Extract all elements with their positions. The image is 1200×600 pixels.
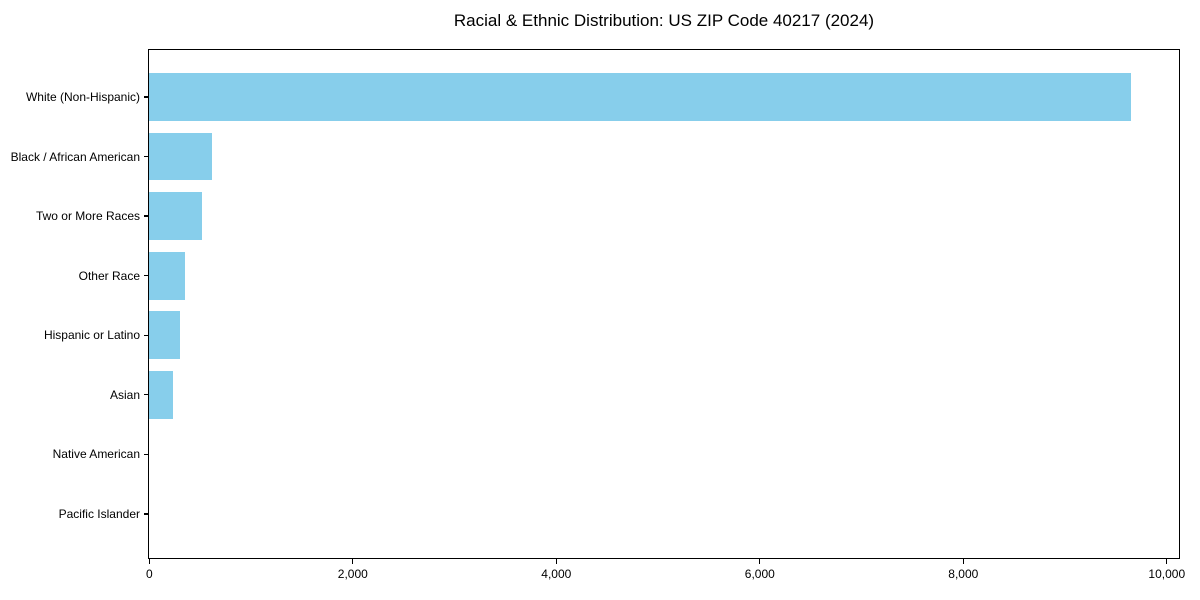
y-tick xyxy=(143,453,149,456)
x-tick-label: 10,000 xyxy=(1148,567,1186,581)
x-tick-label: 4,000 xyxy=(541,567,572,581)
bar xyxy=(149,132,213,181)
y-axis-label: Other Race xyxy=(78,268,140,283)
x-tick xyxy=(148,559,150,564)
x-tick-label: 2,000 xyxy=(337,567,368,581)
y-axis-label: Two or More Races xyxy=(35,209,140,224)
y-tick xyxy=(143,334,149,336)
plot-area xyxy=(148,49,1180,559)
x-tick-label: 8,000 xyxy=(948,567,979,581)
bar xyxy=(149,251,185,300)
x-tick xyxy=(555,559,557,564)
y-tick xyxy=(143,155,149,158)
x-tick xyxy=(1166,559,1168,564)
y-axis-label: Hispanic or Latino xyxy=(43,328,140,343)
chart-title: Racial & Ethnic Distribution: US ZIP Cod… xyxy=(453,11,875,30)
bar xyxy=(149,311,180,360)
bar xyxy=(149,73,1132,121)
y-axis-label: White (Non-Hispanic) xyxy=(25,90,140,104)
bar xyxy=(149,371,173,419)
bar xyxy=(149,192,203,240)
x-tick xyxy=(962,559,964,564)
y-axis-label: Asian xyxy=(109,387,140,402)
y-axis-label: Native American xyxy=(52,447,140,462)
y-tick xyxy=(143,275,149,277)
x-tick xyxy=(759,559,761,564)
y-axis-label: Pacific Islander xyxy=(58,506,140,521)
y-tick xyxy=(143,96,149,98)
x-tick-label: 0 xyxy=(145,567,153,581)
x-tick xyxy=(352,559,354,564)
x-tick-label: 6,000 xyxy=(744,567,775,581)
y-axis-label: Black / African American xyxy=(10,149,140,164)
y-tick xyxy=(143,394,149,396)
y-tick xyxy=(143,215,149,217)
y-tick xyxy=(143,513,149,515)
